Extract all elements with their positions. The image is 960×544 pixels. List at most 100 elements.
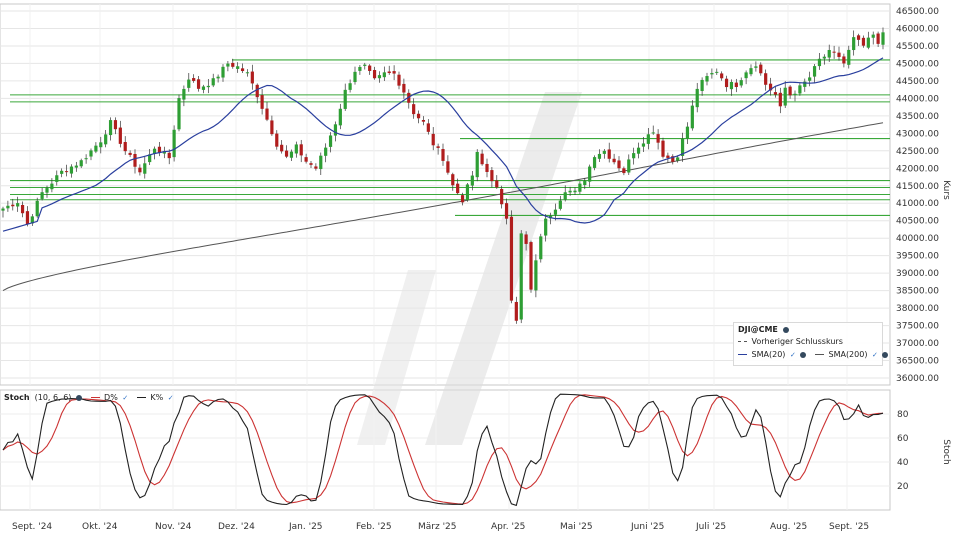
candle — [764, 69, 768, 91]
candle — [172, 125, 176, 162]
candle — [20, 201, 25, 218]
candle-body — [861, 37, 866, 46]
candle — [94, 142, 98, 154]
candle-body — [715, 71, 719, 73]
y-tick-label: 44500.00 — [896, 77, 939, 87]
candle-body — [441, 149, 445, 161]
candle-body — [656, 134, 660, 143]
candle — [343, 83, 347, 111]
candle — [607, 142, 611, 163]
candle-body — [798, 85, 802, 94]
candle-body — [768, 83, 773, 91]
candle-body — [192, 78, 196, 81]
candle-body — [524, 234, 528, 244]
candle — [636, 142, 641, 159]
candle-body — [754, 66, 758, 68]
settings-icon[interactable] — [882, 351, 889, 358]
candle-body — [739, 80, 743, 86]
candle-body — [436, 146, 440, 148]
candle — [426, 119, 430, 135]
candle-body — [30, 216, 34, 224]
y-tick-label: 46500.00 — [896, 7, 939, 17]
candle-body — [617, 160, 621, 169]
watermark-stripe — [357, 270, 436, 445]
candle-body — [1, 208, 5, 211]
y-tick-label: 42500.00 — [896, 147, 939, 157]
candle — [245, 69, 250, 77]
candle — [734, 78, 738, 93]
candle — [138, 164, 142, 176]
candle — [309, 160, 313, 169]
candle-body — [558, 200, 562, 209]
candle — [104, 130, 108, 148]
candle-body — [25, 211, 30, 225]
candle — [270, 115, 274, 136]
candle — [544, 214, 548, 242]
candle — [627, 154, 631, 175]
candle-body — [607, 149, 611, 159]
settings-icon[interactable] — [75, 394, 82, 401]
x-tick-label: Juli '25 — [695, 522, 726, 532]
prev-close-swatch — [738, 341, 747, 342]
stoch-y-tick-label: 80 — [897, 410, 909, 420]
check-icon[interactable]: ✓ — [789, 351, 796, 359]
settings-icon[interactable] — [800, 351, 807, 358]
candle — [500, 185, 504, 209]
candle — [661, 137, 665, 159]
candle-body — [592, 157, 597, 168]
candle-body — [40, 192, 44, 199]
x-tick-label: Aug. '25 — [770, 522, 807, 532]
check-icon[interactable]: ✓ — [872, 351, 878, 359]
candle — [162, 146, 166, 159]
candle — [421, 116, 426, 126]
x-tick-label: Nov. '24 — [155, 522, 192, 532]
candle-body — [509, 216, 514, 301]
candle-body — [368, 65, 372, 71]
candle — [289, 149, 294, 161]
settings-icon[interactable] — [782, 326, 789, 333]
candle-body — [299, 144, 303, 156]
candle-body — [749, 68, 753, 75]
candle — [739, 77, 743, 88]
candle — [40, 187, 44, 201]
candle-body — [578, 183, 582, 192]
candle — [368, 64, 372, 75]
candle-body — [764, 73, 768, 85]
candle — [304, 153, 308, 164]
candle — [724, 75, 729, 92]
candle-body — [544, 218, 548, 236]
candle-body — [211, 78, 215, 86]
candle-body — [275, 133, 279, 147]
candle — [798, 82, 802, 96]
x-tick-label: Dez. '24 — [218, 522, 255, 532]
candle — [294, 141, 298, 158]
candle-body — [108, 120, 113, 136]
candle — [11, 198, 15, 211]
candle-body — [358, 66, 362, 71]
stoch-k-line — [2, 393, 884, 507]
check-icon[interactable]: ✓ — [122, 394, 129, 402]
candle — [671, 154, 675, 165]
candle — [157, 141, 162, 157]
candle-body — [143, 163, 147, 174]
candle — [514, 296, 518, 324]
candle-body — [602, 150, 606, 154]
stoch-d-label: D% — [104, 393, 118, 402]
candle-body — [377, 75, 382, 79]
candle — [55, 170, 59, 186]
candle — [372, 66, 377, 80]
candle — [583, 178, 587, 190]
stoch-y-tick-label: 20 — [897, 482, 909, 492]
candle-body — [636, 147, 641, 154]
candle-body — [817, 58, 822, 67]
y-tick-label: 44000.00 — [896, 94, 939, 104]
candle — [837, 46, 841, 61]
candle-body — [152, 148, 157, 155]
candle — [788, 85, 792, 99]
candle — [568, 186, 572, 196]
check-icon[interactable]: ✓ — [167, 394, 174, 402]
candle-body — [866, 37, 870, 48]
candle — [573, 187, 577, 196]
candle — [99, 136, 103, 154]
